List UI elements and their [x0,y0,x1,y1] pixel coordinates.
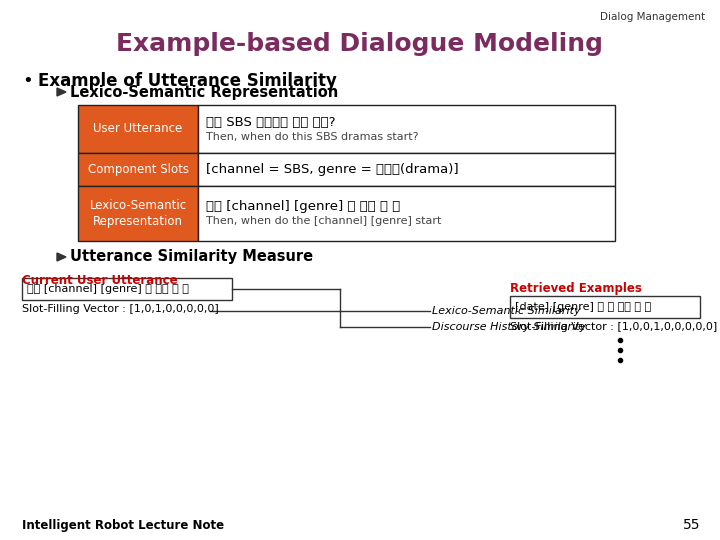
Text: Lexico-Semantic Similarity: Lexico-Semantic Similarity [432,306,580,316]
Text: Lexico-Semantic
Representation: Lexico-Semantic Representation [89,199,186,228]
Polygon shape [57,253,66,261]
Text: Intelligent Robot Lecture Note: Intelligent Robot Lecture Note [22,519,224,532]
Bar [198,186,615,241]
Text: Discourse History Similarity: Discourse History Similarity [432,322,586,332]
Text: 그럼 SBS 드라마는 언제 하지?: 그럼 SBS 드라마는 언제 하지? [206,116,336,129]
Text: 55: 55 [683,518,700,532]
Bar [78,105,198,153]
Bar [78,186,198,241]
Bar [22,278,232,300]
Text: Retrieved Examples: Retrieved Examples [510,282,642,295]
Text: Component Slots: Component Slots [88,163,189,176]
Text: •: • [22,72,32,90]
Text: Current User Utterance: Current User Utterance [22,274,178,287]
Bar [510,296,700,318]
Text: 그럼 [channel] [genre] 는 언제 하 지: 그럼 [channel] [genre] 는 언제 하 지 [27,284,189,294]
Text: User Utterance: User Utterance [94,123,183,136]
Bar [78,153,198,186]
Text: Then, when do the [channel] [genre] start: Then, when do the [channel] [genre] star… [206,217,441,226]
Text: Slot-Filling Vector : [1,0,1,0,0,0,0,0]: Slot-Filling Vector : [1,0,1,0,0,0,0,0] [22,304,219,314]
Text: Lexico-Semantic Representation: Lexico-Semantic Representation [70,84,338,99]
Polygon shape [57,88,66,96]
Text: Example-based Dialogue Modeling: Example-based Dialogue Modeling [117,32,603,56]
Text: Example of Utterance Similarity: Example of Utterance Similarity [38,72,337,90]
Text: Slot-Filling Vector : [1,0,0,1,0,0,0,0,0]: Slot-Filling Vector : [1,0,0,1,0,0,0,0,0… [510,322,717,332]
Text: Dialog Management: Dialog Management [600,12,705,22]
Text: Utterance Similarity Measure: Utterance Similarity Measure [70,249,313,265]
Bar [198,153,615,186]
Text: Then, when do this SBS dramas start?: Then, when do this SBS dramas start? [206,132,418,142]
Text: [channel = SBS, genre = 드라마(drama)]: [channel = SBS, genre = 드라마(drama)] [206,163,459,176]
Text: 그럼 [channel] [genre] 는 언제 하 지: 그럼 [channel] [genre] 는 언제 하 지 [206,200,400,213]
Bar [198,105,615,153]
Text: [date] [genre] 는 몇 시에 하 니: [date] [genre] 는 몇 시에 하 니 [515,302,651,312]
